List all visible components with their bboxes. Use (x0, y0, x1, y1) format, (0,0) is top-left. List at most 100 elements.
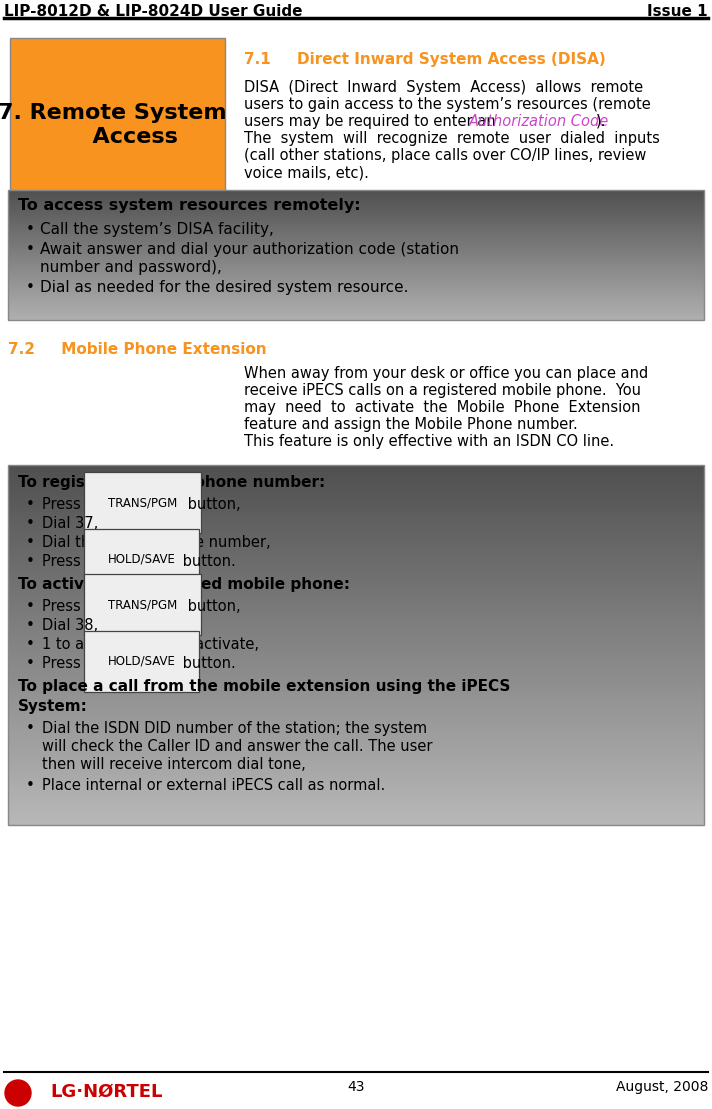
Bar (8, 728, 704, 732)
Text: This feature is only effective with an ISDN CO line.: This feature is only effective with an I… (244, 434, 614, 449)
Text: The  system  will  recognize  remote  user  dialed  inputs: The system will recognize remote user di… (244, 131, 660, 146)
Text: will check the Caller ID and answer the call. The user: will check the Caller ID and answer the … (42, 739, 432, 754)
Bar (8, 204, 704, 206)
Bar (8, 811, 704, 815)
Bar (8, 271, 704, 273)
Text: To access system resources remotely:: To access system resources remotely: (18, 199, 360, 213)
Bar (8, 573, 704, 578)
Bar (8, 201, 704, 203)
Bar (8, 516, 704, 520)
Bar (8, 246, 704, 248)
Text: Call the system’s DISA facility,: Call the system’s DISA facility, (40, 222, 274, 237)
Bar (8, 242, 704, 244)
Bar (8, 684, 704, 689)
Text: HOLD/SAVE: HOLD/SAVE (108, 553, 176, 566)
Bar (8, 283, 704, 285)
Bar (8, 318, 704, 321)
Bar (8, 240, 704, 242)
Bar (8, 756, 704, 761)
Bar (8, 225, 704, 227)
Text: •: • (26, 554, 35, 569)
Text: button,: button, (183, 497, 241, 512)
Text: feature and assign the Mobile Phone number.: feature and assign the Mobile Phone numb… (244, 417, 577, 433)
Bar (8, 753, 704, 757)
Text: button,: button, (183, 599, 241, 614)
Bar (8, 674, 704, 679)
Text: (call other stations, place calls over CO/IP lines, review: (call other stations, place calls over C… (244, 147, 646, 163)
Bar (8, 767, 704, 772)
Bar (8, 742, 704, 746)
Bar (8, 494, 704, 498)
Bar (8, 469, 704, 474)
Bar (8, 807, 704, 812)
Bar (8, 284, 704, 286)
Bar (8, 569, 704, 574)
Bar (8, 273, 704, 275)
Text: Dial as needed for the desired system resource.: Dial as needed for the desired system re… (40, 279, 409, 295)
Bar (8, 247, 704, 250)
Bar (8, 519, 704, 523)
Bar (8, 649, 704, 653)
Bar (8, 308, 704, 311)
Bar (8, 508, 704, 512)
Bar (8, 210, 704, 212)
Bar (8, 689, 704, 693)
Bar (8, 254, 704, 256)
Bar (8, 298, 704, 301)
Bar (8, 479, 704, 484)
Bar (8, 288, 704, 291)
Bar (8, 620, 704, 624)
Text: Dial 37,: Dial 37, (42, 516, 98, 531)
Bar (8, 268, 704, 271)
Bar (8, 796, 704, 801)
Bar (8, 487, 704, 491)
Text: System:: System: (18, 699, 88, 714)
Text: DISA  (Direct  Inward  System  Access)  allows  remote: DISA (Direct Inward System Access) allow… (244, 80, 643, 95)
Bar (8, 623, 704, 628)
Bar (8, 540, 704, 546)
Bar (8, 208, 704, 211)
Bar (8, 484, 704, 488)
Text: users may be required to enter an: users may be required to enter an (244, 114, 501, 129)
Bar (8, 228, 704, 232)
Bar (8, 522, 704, 527)
Bar (8, 490, 704, 495)
Text: HOLD/SAVE: HOLD/SAVE (108, 655, 176, 668)
Bar (8, 276, 704, 278)
Bar (8, 227, 704, 230)
Bar (8, 313, 704, 315)
Text: 7.1     Direct Inward System Access (DISA): 7.1 Direct Inward System Access (DISA) (244, 52, 606, 67)
Bar (8, 627, 704, 632)
Text: receive iPECS calls on a registered mobile phone.  You: receive iPECS calls on a registered mobi… (244, 383, 641, 398)
Bar (8, 231, 704, 233)
Bar (8, 641, 704, 647)
Bar (8, 211, 704, 213)
Bar (8, 764, 704, 769)
Bar (8, 269, 704, 272)
Text: •: • (26, 721, 35, 736)
Bar (8, 537, 704, 541)
Text: Press the: Press the (42, 599, 114, 614)
Text: To register a mobile phone number:: To register a mobile phone number: (18, 475, 325, 490)
Text: Press the: Press the (42, 497, 114, 512)
Bar (8, 250, 704, 252)
Bar (8, 774, 704, 780)
Text: Dial the ISDN DID number of the station; the system: Dial the ISDN DID number of the station;… (42, 721, 427, 736)
Bar (8, 526, 704, 531)
Bar (8, 215, 704, 217)
Text: Dial the mobile phone number,: Dial the mobile phone number, (42, 535, 271, 550)
Bar (8, 237, 704, 240)
Bar (8, 822, 704, 826)
Bar (8, 292, 704, 294)
Bar (8, 248, 704, 251)
Bar (8, 193, 704, 195)
Bar (8, 275, 704, 277)
Bar (8, 314, 704, 316)
Bar (8, 472, 704, 477)
Bar (8, 296, 704, 299)
Text: Press the: Press the (42, 657, 114, 671)
Bar (8, 580, 704, 584)
Bar (8, 785, 704, 790)
Bar (8, 265, 704, 267)
Bar (8, 317, 704, 319)
